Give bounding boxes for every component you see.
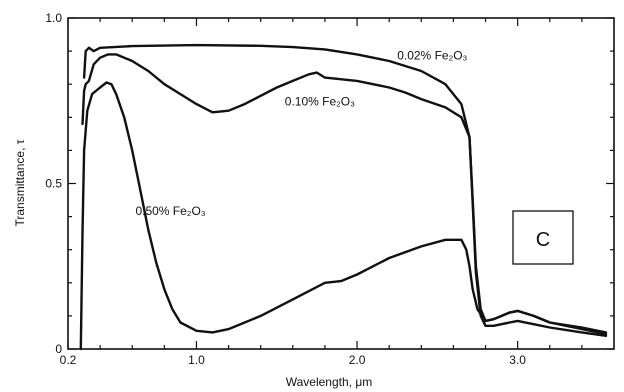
x-tick-label: 0.2 (60, 353, 77, 367)
x-tick-label: 3.0 (509, 353, 526, 367)
axis-ticks (67, 17, 614, 350)
y-tick-label: 0.5 (45, 177, 62, 191)
panel-label-box: C (512, 210, 574, 265)
plot-frame (67, 17, 615, 350)
y-tick-label: 1.0 (45, 11, 62, 25)
series-label-3: 0.50% Fe₂O₃ (135, 204, 205, 218)
panel-box (512, 210, 574, 265)
y-tick-label: 0 (55, 342, 62, 356)
series-label-1: 0.02% Fe₂O₃ (397, 48, 467, 62)
panel-letter: C (536, 229, 550, 251)
x-tick-label: 2.0 (349, 353, 366, 367)
x-axis-title: Wavelength, μm (286, 375, 373, 389)
series-curves (79, 43, 608, 351)
series-line-2 (81, 53, 608, 337)
y-axis-title: Transmittance, τ (13, 139, 27, 226)
series-line-1 (82, 43, 608, 336)
axis-tick-labels: 0.2 1.0 2.0 3.0 0 0.5 1.0 (45, 11, 526, 367)
series-line-3 (79, 81, 608, 351)
series-label-2: 0.10% Fe₂O₃ (285, 95, 355, 109)
x-tick-label: 1.0 (188, 353, 205, 367)
series-labels: 0.02% Fe₂O₃ 0.10% Fe₂O₃ 0.50% Fe₂O₃ (135, 48, 467, 218)
